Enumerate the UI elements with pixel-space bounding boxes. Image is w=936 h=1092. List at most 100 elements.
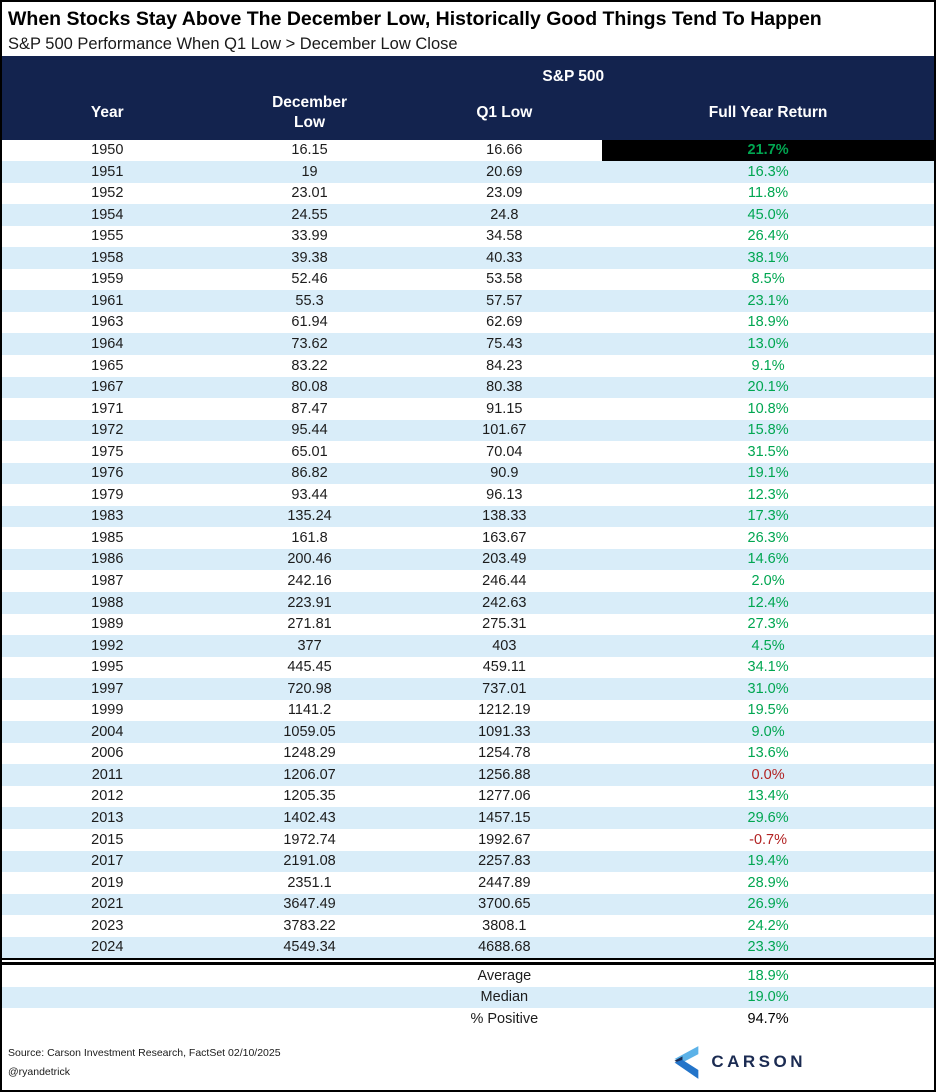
year-cell: 1985: [91, 529, 124, 546]
december-low-cell: 86.82: [291, 465, 328, 482]
empty-cell: [213, 965, 407, 987]
full-year-return-cell: 31.5%: [747, 443, 789, 460]
full-year-return-cell: 13.4%: [747, 788, 789, 805]
december-low-cell: 135.24: [287, 508, 332, 525]
group-header-sp500: S&P 500: [542, 67, 605, 85]
full-year-return-cell: 17.3%: [747, 508, 789, 525]
table-row: 1988 223.91 242.63 12.4%: [2, 592, 934, 614]
q1-low-cell: 1256.88: [478, 766, 531, 783]
table-row: 1976 86.82 90.9 19.1%: [2, 462, 934, 485]
q1-low-cell: 75.43: [486, 335, 523, 352]
december-low-cell: 223.91: [287, 594, 332, 611]
q1-low-cell: 84.23: [486, 357, 523, 374]
q1-low-cell: 23.09: [486, 185, 523, 202]
full-year-return-cell: 31.0%: [747, 680, 789, 697]
q1-low-cell: 203.49: [482, 551, 527, 568]
december-low-cell: 1205.35: [283, 788, 336, 805]
full-year-return-cell: 26.4%: [747, 228, 789, 245]
year-cell: 1995: [91, 659, 124, 676]
full-year-return-cell: 13.6%: [747, 745, 789, 762]
table-row: 1986 200.46 203.49 14.6%: [2, 548, 934, 571]
december-low-cell: 1248.29: [283, 745, 336, 762]
full-year-return-cell: 19.4%: [747, 853, 789, 870]
column-header-q1-low: Q1 Low: [476, 103, 533, 121]
december-low-cell: 1972.74: [283, 831, 336, 848]
december-low-cell: 83.22: [291, 357, 328, 374]
full-year-return-cell: 27.3%: [747, 616, 789, 633]
full-year-return-cell: 13.0%: [747, 335, 789, 352]
summary-row: % Positive 94.7%: [2, 1008, 934, 1030]
column-header-full-year-return: Full Year Return: [708, 103, 828, 121]
summary-value: 94.7%: [747, 1010, 789, 1027]
year-cell: 1958: [91, 249, 124, 266]
q1-low-cell: 737.01: [482, 680, 527, 697]
table-row: 1997 720.98 737.01 31.0%: [2, 678, 934, 700]
full-year-return-cell: 26.3%: [747, 529, 789, 546]
december-low-cell: 2351.1: [287, 874, 332, 891]
q1-low-cell: 459.11: [482, 659, 526, 676]
year-cell: 1989: [91, 616, 124, 633]
summary-divider: [2, 958, 934, 966]
q1-low-cell: 80.38: [486, 379, 523, 396]
performance-table: S&P 500 Year December Low Q1 Low Full Ye…: [2, 55, 934, 1030]
december-low-cell: 1206.07: [283, 766, 336, 783]
table-header: S&P 500 Year December Low Q1 Low Full Ye…: [2, 55, 934, 140]
q1-low-cell: 1254.78: [478, 745, 531, 762]
table-row: 2012 1205.35 1277.06 13.4%: [2, 786, 934, 808]
full-year-return-cell: 26.9%: [747, 896, 789, 913]
column-header-year: Year: [90, 103, 124, 121]
q1-low-cell: 1992.67: [478, 831, 531, 848]
year-cell: 1959: [91, 271, 124, 288]
table-row: 2017 2191.08 2257.83 19.4%: [2, 850, 934, 873]
table-row: 1951 19 20.69 16.3%: [2, 161, 934, 183]
table-row: 1955 33.99 34.58 26.4%: [2, 226, 934, 248]
summary-label: Median: [480, 989, 529, 1006]
empty-cell: [213, 1008, 407, 1030]
q1-low-cell: 242.63: [482, 594, 527, 611]
december-low-cell: 1141.2: [287, 702, 332, 719]
full-year-return-cell: 14.6%: [747, 551, 789, 568]
year-cell: 1988: [91, 594, 124, 611]
december-low-cell: 87.47: [291, 400, 328, 417]
december-low-cell: 65.01: [291, 443, 328, 460]
december-low-cell: 161.8: [291, 529, 328, 546]
december-low-cell: 93.44: [291, 486, 328, 503]
full-year-return-cell: 24.2%: [747, 917, 789, 934]
full-year-return-cell: 0.0%: [751, 766, 785, 783]
december-low-cell: 1059.05: [283, 723, 336, 740]
year-cell: 2023: [91, 917, 124, 934]
table-row: 2023 3783.22 3808.1 24.2%: [2, 915, 934, 937]
year-cell: 2004: [91, 723, 124, 740]
q1-low-cell: 3808.1: [482, 917, 527, 934]
table-row: 1971 87.47 91.15 10.8%: [2, 398, 934, 420]
december-low-cell: 200.46: [287, 551, 332, 568]
q1-low-cell: 62.69: [486, 314, 523, 331]
q1-low-cell: 57.57: [486, 292, 523, 309]
q1-low-cell: 1457.15: [478, 810, 531, 826]
q1-low-cell: 1212.19: [478, 702, 531, 719]
q1-low-cell: 96.13: [486, 486, 523, 503]
table-row: 1972 95.44 101.67 15.8%: [2, 419, 934, 442]
year-cell: 1955: [91, 228, 124, 245]
q1-low-cell: 403: [492, 637, 517, 654]
table-body: 1950 16.15 16.66 21.7% 1951 19 20.69 16.3% 1952 2…: [2, 139, 934, 959]
december-low-cell: 720.98: [287, 680, 332, 697]
full-year-return-cell: 18.9%: [747, 314, 789, 331]
full-year-return-cell: 9.1%: [751, 357, 785, 374]
year-cell: 2021: [91, 896, 124, 913]
table-row: 1975 65.01 70.04 31.5%: [2, 441, 934, 463]
table-row: 2015 1972.74 1992.67 -0.7%: [2, 829, 934, 851]
year-cell: 1954: [91, 206, 124, 223]
december-low-cell: 73.62: [291, 335, 328, 352]
chart-subtitle: S&P 500 Performance When Q1 Low > Decemb…: [8, 35, 458, 54]
december-low-cell: 2191.08: [283, 853, 336, 870]
december-low-cell: 271.81: [287, 616, 332, 633]
q1-low-cell: 4688.68: [478, 939, 531, 956]
year-cell: 2024: [91, 939, 124, 956]
q1-low-cell: 53.58: [486, 271, 523, 288]
full-year-return-cell: 20.1%: [747, 379, 789, 396]
year-cell: 1964: [91, 335, 124, 352]
full-year-return-cell: 34.1%: [747, 659, 789, 676]
december-low-cell: 3647.49: [283, 896, 336, 913]
source-text: Source: Carson Investment Research, Fact…: [8, 1046, 281, 1059]
